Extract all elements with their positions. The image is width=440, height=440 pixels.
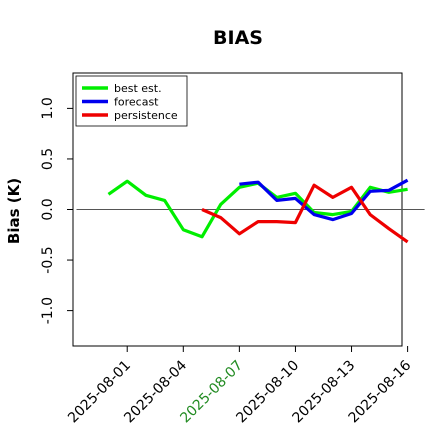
series-line-persistence (201, 183, 409, 244)
series-line-forecast (239, 178, 409, 222)
y-axis-label: Bias (K) (5, 178, 23, 244)
y-tick-label: 1.0 (40, 97, 56, 119)
chart-title: BIAS (213, 27, 263, 49)
legend-label: forecast (114, 96, 159, 109)
y-tick-label: 0.5 (40, 148, 56, 170)
legend-label: persistence (114, 109, 178, 122)
plot-area: -1.0-0.50.00.51.02025-08-012025-08-04202… (40, 72, 425, 426)
y-tick-label: -1.0 (40, 297, 56, 324)
y-tick-label: 0.0 (40, 198, 56, 220)
legend-label: best est. (114, 82, 162, 95)
y-tick-label: -0.5 (40, 246, 56, 273)
